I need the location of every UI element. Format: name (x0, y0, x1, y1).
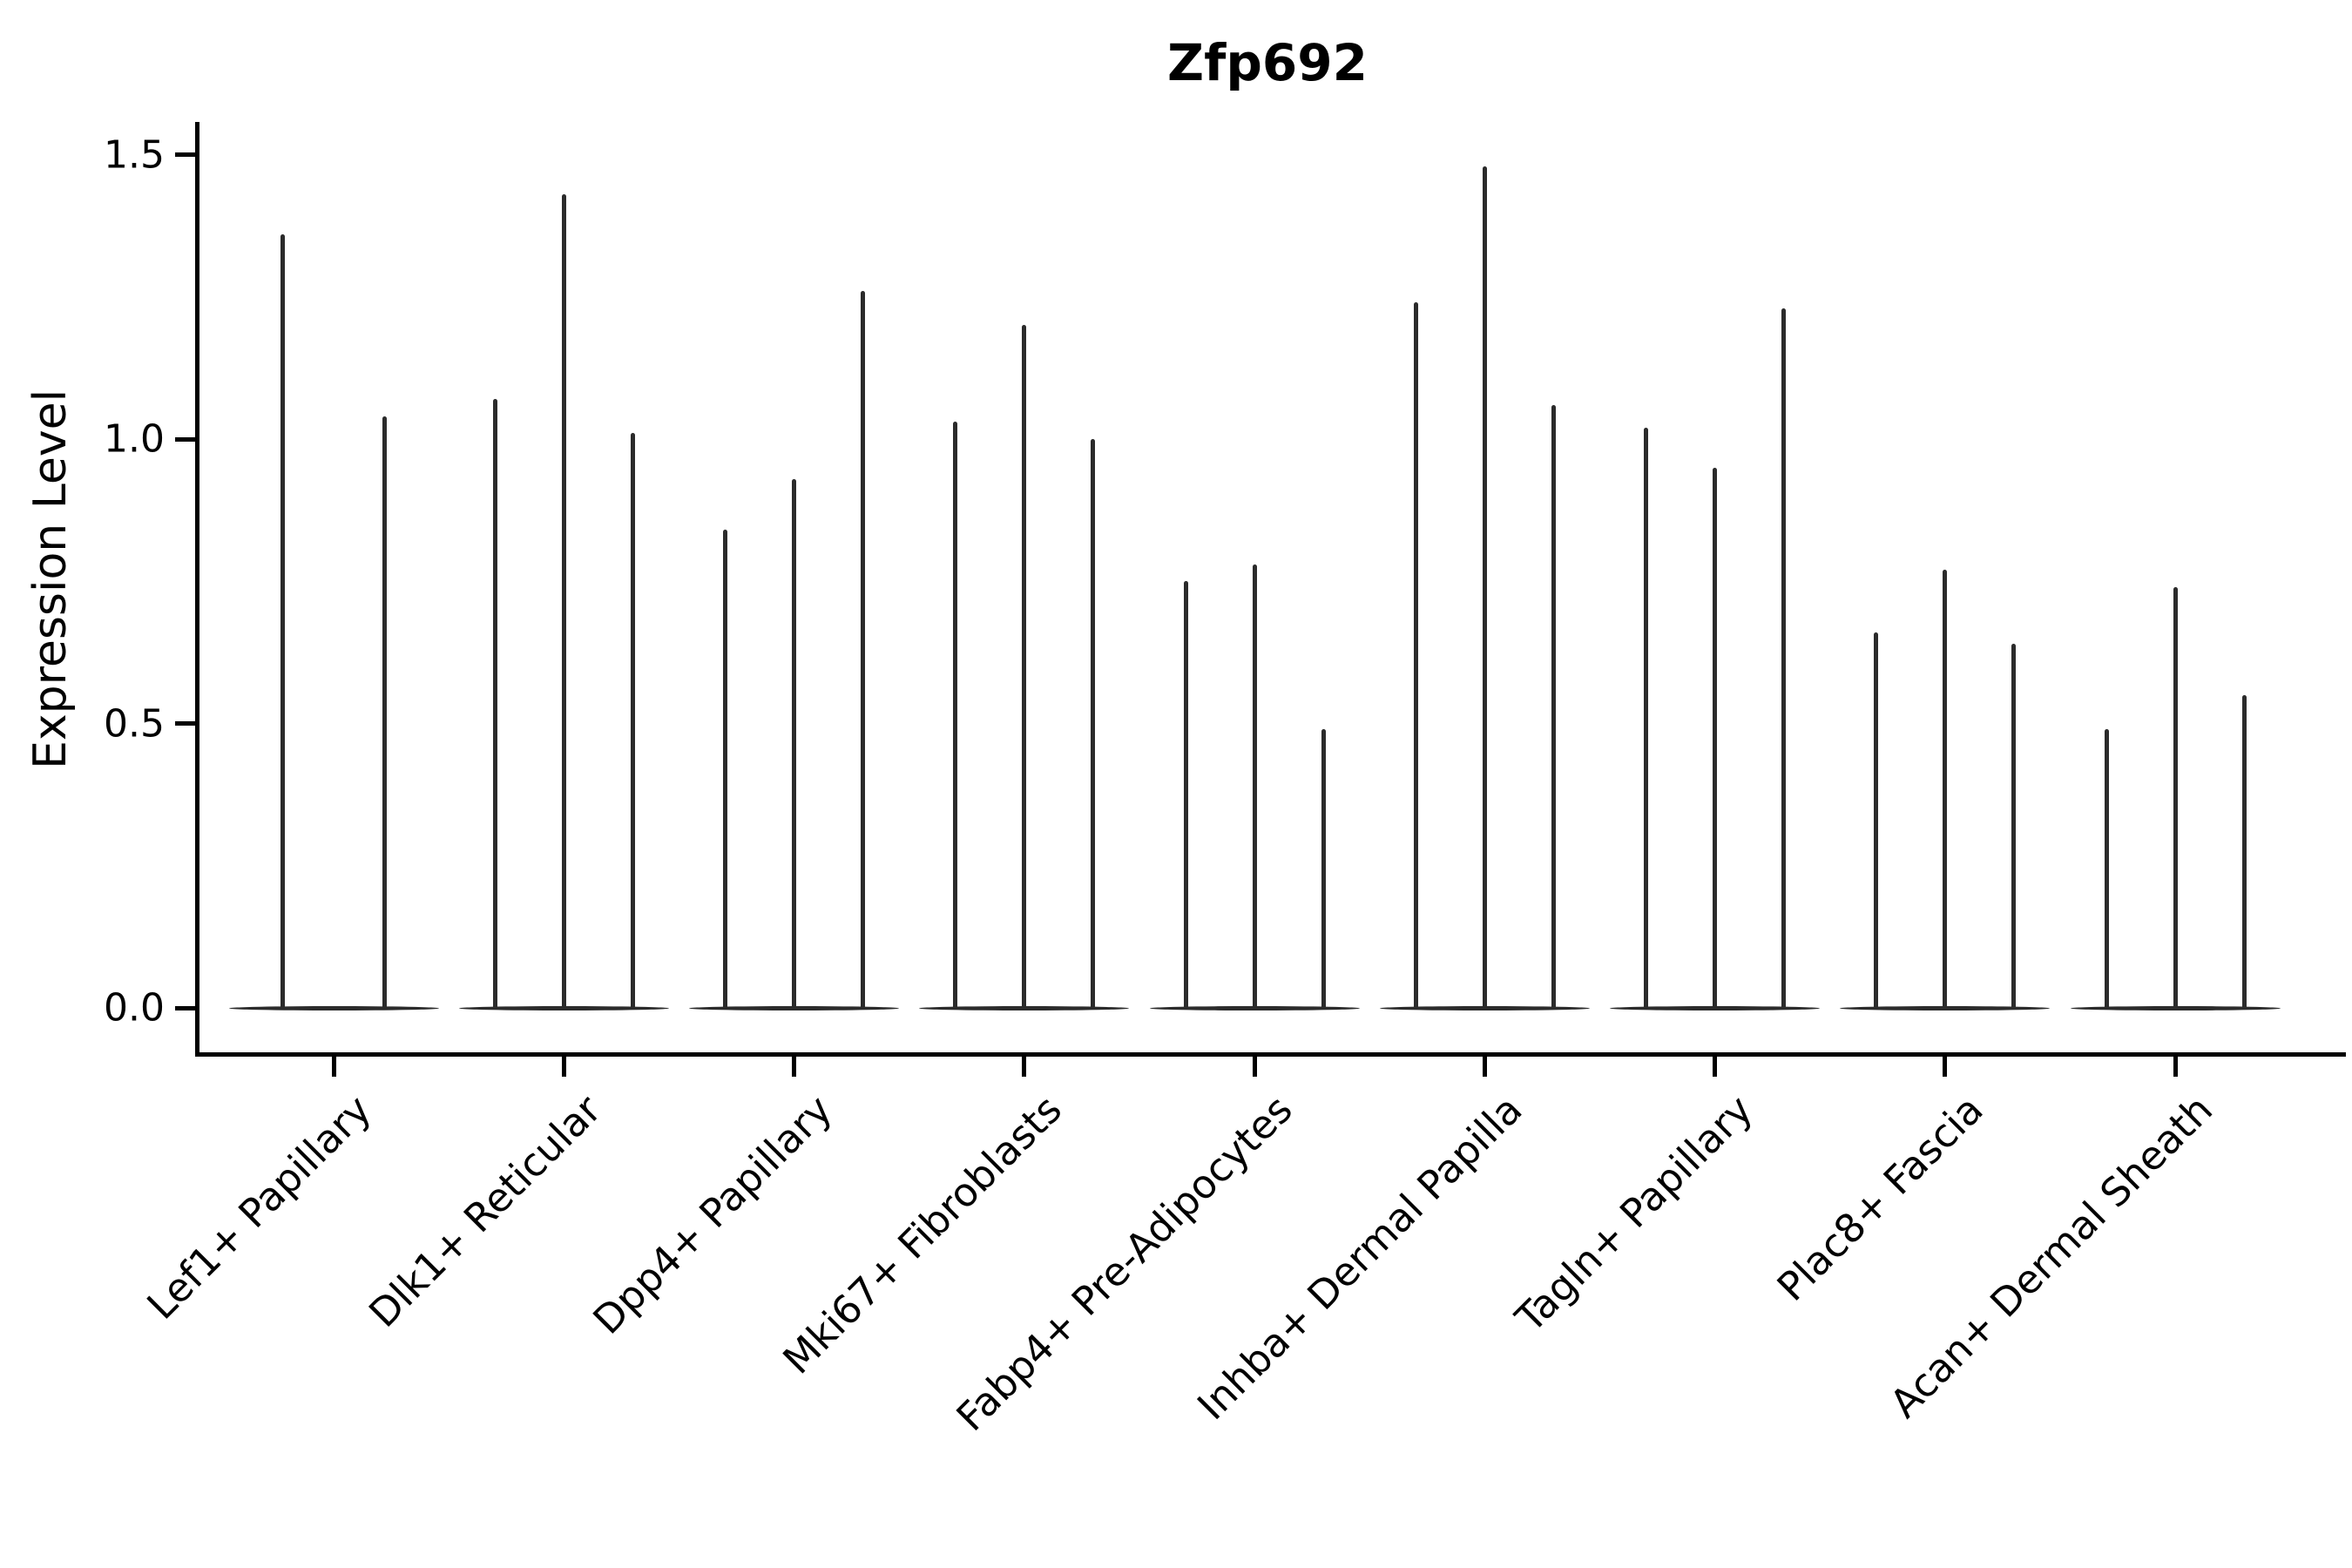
violin-stem (1551, 404, 1556, 1008)
violin-stem (1091, 439, 1096, 1008)
violin-stem (2241, 694, 2247, 1008)
y-tick-mark (174, 1005, 195, 1010)
x-tick-mark (1022, 1056, 1027, 1077)
violin-stem (1644, 427, 1648, 1008)
violin-stem (382, 416, 387, 1008)
violin-stem (2104, 729, 2109, 1008)
y-tick-mark (174, 721, 195, 726)
violin-stem (1183, 581, 1188, 1008)
violin-base (1610, 1005, 1820, 1010)
x-tick-mark (2173, 1056, 2178, 1077)
y-tick-label: 1.0 (104, 416, 165, 462)
violin-stem (1022, 325, 1027, 1008)
violin-stem (1874, 632, 1879, 1008)
violin-stem (723, 530, 727, 1008)
y-tick-label: 0.0 (104, 985, 165, 1031)
y-axis-label: Expression Level (24, 389, 77, 770)
violin-stem (280, 233, 285, 1008)
violin-stem (561, 194, 566, 1008)
x-axis-spine (194, 1051, 2346, 1057)
y-axis-spine (194, 122, 199, 1057)
violin-stem (492, 399, 497, 1008)
violin-base (1379, 1005, 1590, 1010)
x-tick-mark (1252, 1056, 1257, 1077)
x-tick-mark (1713, 1056, 1717, 1077)
y-tick-label: 0.5 (104, 701, 165, 746)
x-tick-mark (1482, 1056, 1487, 1077)
violin-base (2070, 1005, 2281, 1010)
violin-stem (1252, 564, 1257, 1008)
x-tick-label: Plac8+ Fascia (1767, 1086, 1992, 1310)
y-tick-mark (174, 152, 195, 157)
violin-stem (861, 291, 865, 1008)
violin-stem (1713, 467, 1717, 1008)
violin-stem (2011, 644, 2017, 1008)
violin-stem (1321, 729, 1326, 1008)
violin-stem (792, 478, 796, 1008)
violin-stem (630, 433, 635, 1008)
x-tick-mark (561, 1056, 566, 1077)
x-tick-label: Dlk1+ Reticular (360, 1086, 611, 1336)
violin-base (228, 1005, 439, 1010)
chart-title: Zfp692 (1167, 33, 1368, 92)
y-tick-label: 1.5 (104, 132, 165, 177)
violin-stem (1413, 302, 1418, 1008)
violin-stem (1781, 308, 1786, 1008)
x-tick-mark (331, 1056, 336, 1077)
violin-base (689, 1005, 899, 1010)
x-tick-mark (1943, 1056, 1948, 1077)
x-tick-label: Dpp4+ Papillary (584, 1086, 841, 1343)
violin-stem (2173, 586, 2178, 1008)
x-tick-label: Tagln+ Papillary (1506, 1086, 1761, 1342)
violin-base (1149, 1005, 1360, 1010)
violin-stem (1482, 166, 1487, 1008)
x-tick-label: Lef1+ Papillary (138, 1086, 381, 1328)
x-tick-mark (792, 1056, 796, 1077)
violin-stem (1943, 570, 1948, 1008)
violin-base (458, 1005, 669, 1010)
violin-base (1840, 1005, 2051, 1010)
violin-base (919, 1005, 1130, 1010)
y-tick-mark (174, 436, 195, 442)
violin-stem (953, 422, 958, 1008)
